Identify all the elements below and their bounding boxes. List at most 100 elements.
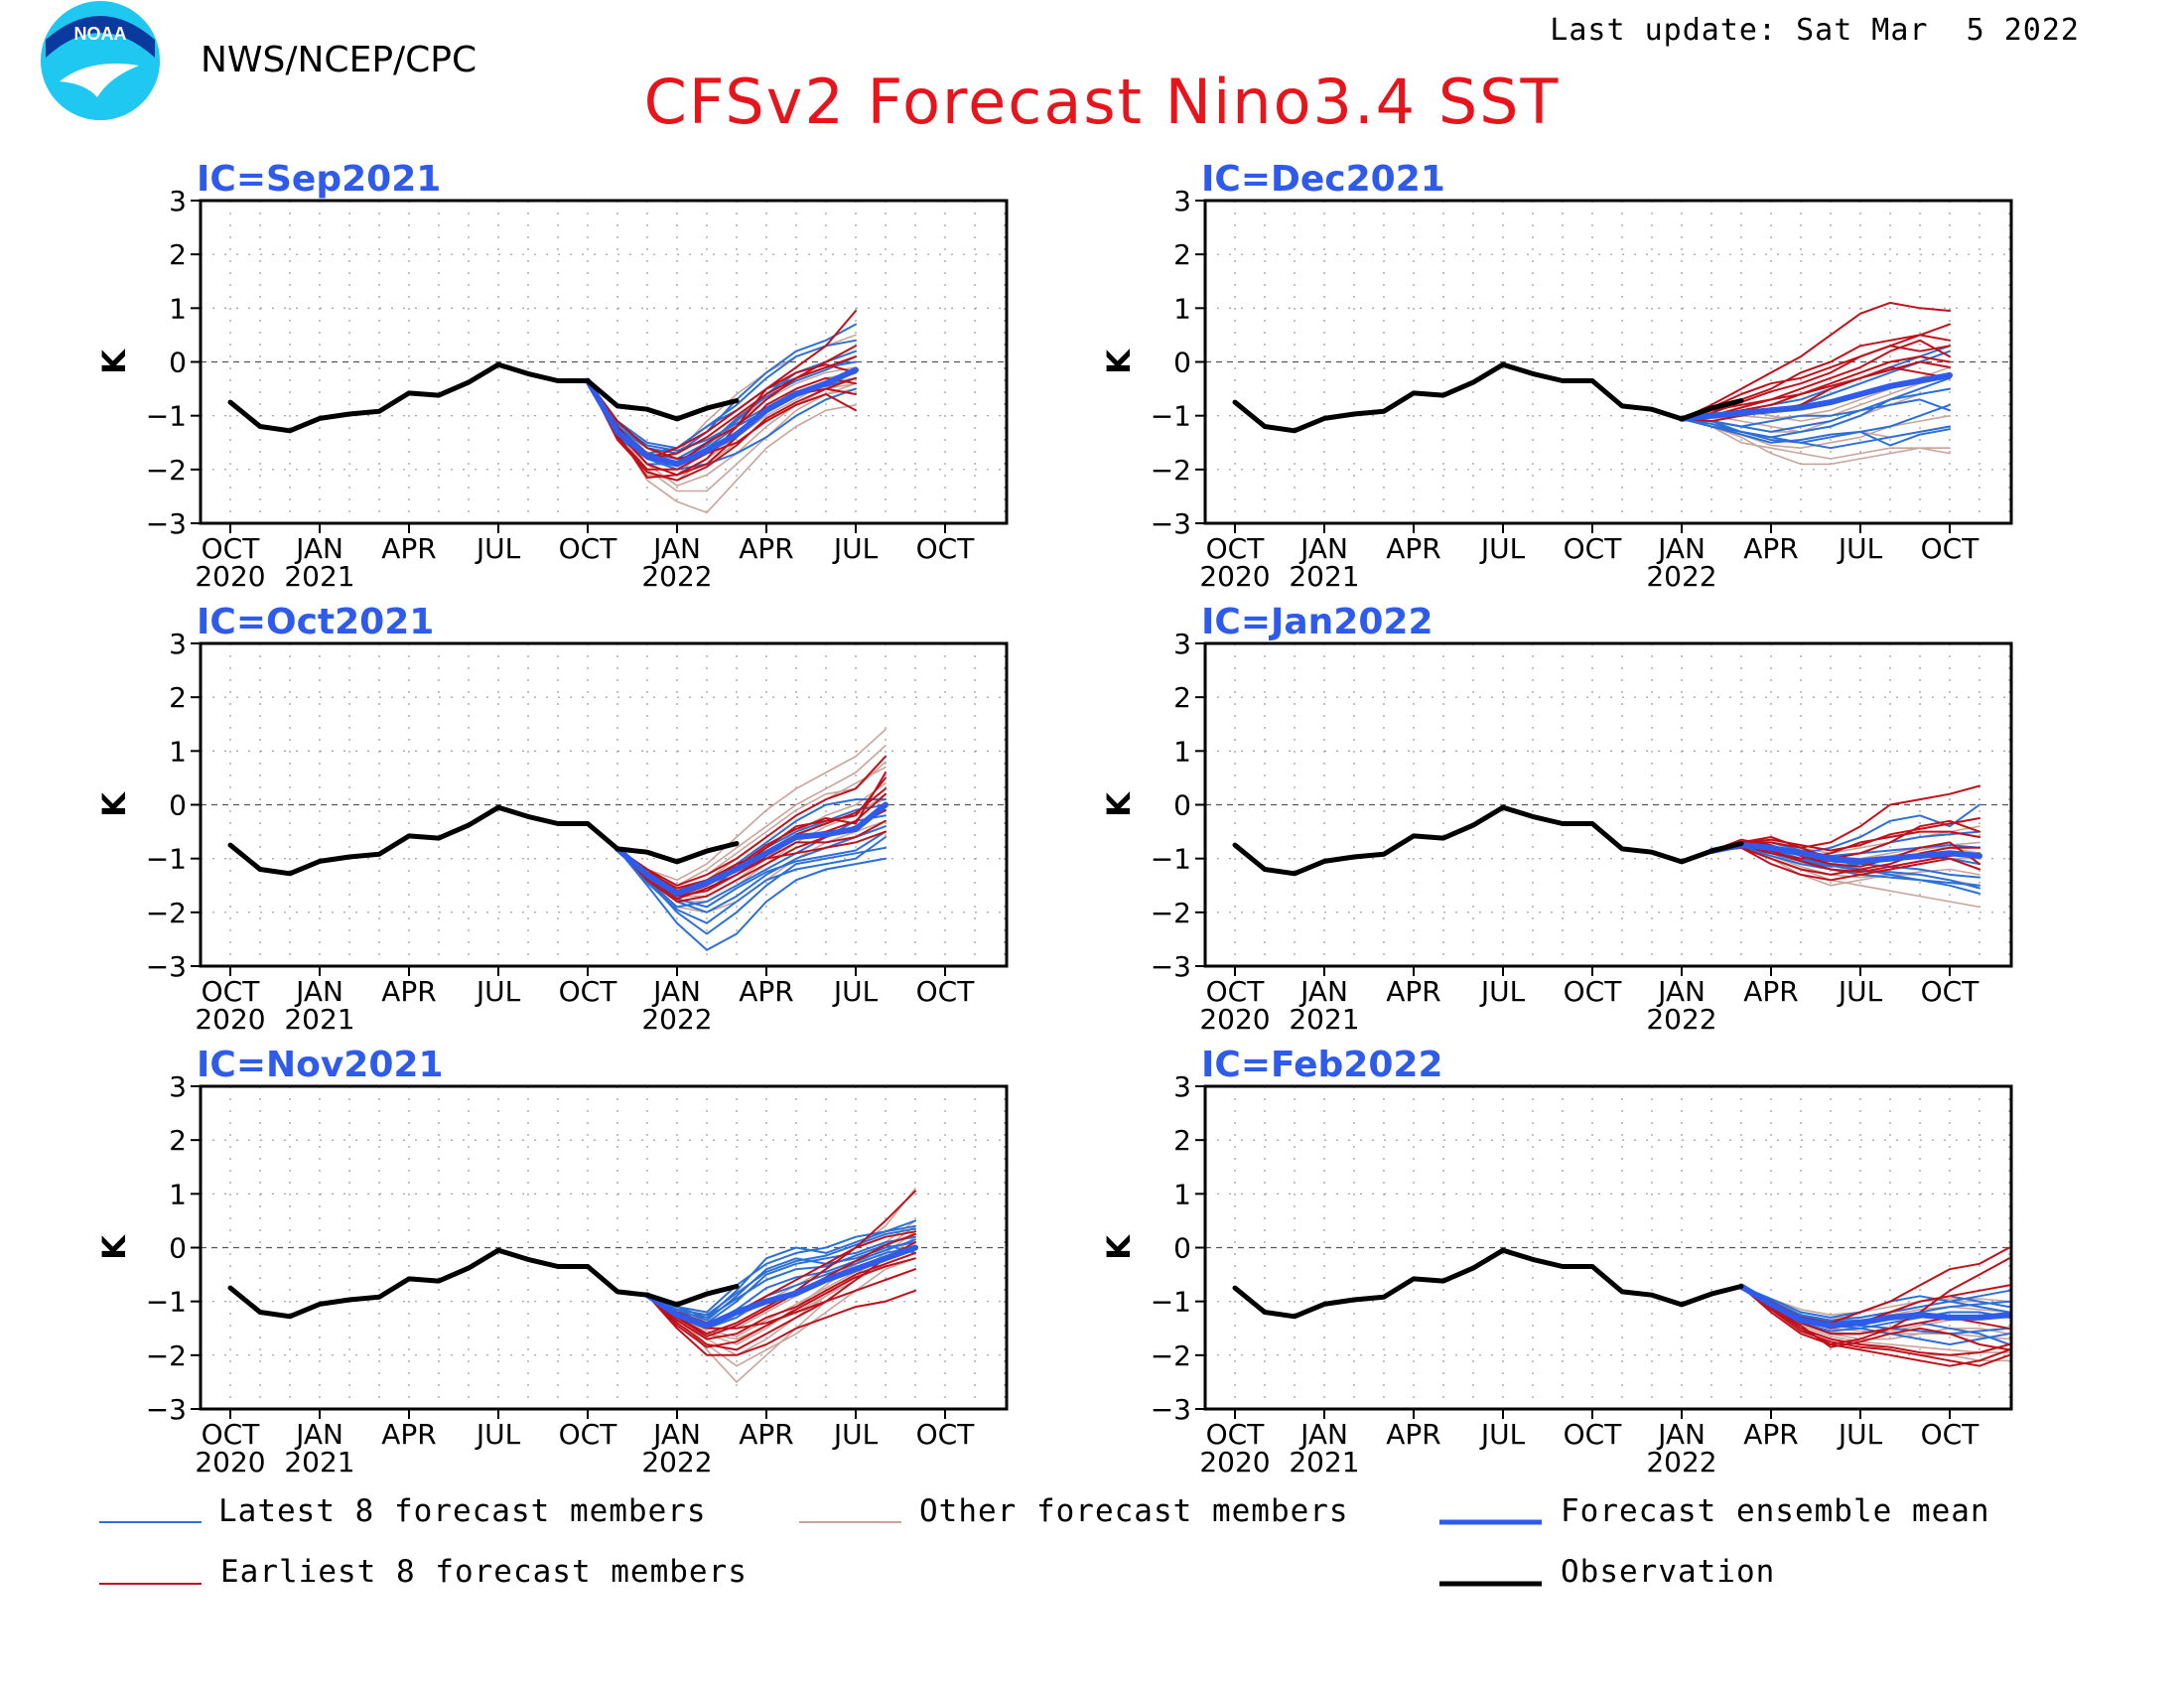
x-tick-year-label: 2021 [284, 1003, 354, 1036]
x-tick-label: JAN [1656, 975, 1706, 1008]
plot-area [227, 1188, 918, 1383]
series-latest-member [1681, 417, 1951, 447]
series-other-member [616, 745, 887, 887]
y-axis-label: K [95, 349, 133, 374]
x-tick-label: JUL [832, 975, 879, 1008]
y-tick-label: −2 [146, 454, 187, 487]
plot-frame [1203, 1084, 2013, 1411]
legend-label-latest: Latest 8 forecast members [218, 1493, 707, 1529]
series-ensemble-mean [585, 366, 859, 468]
legend-label-mean: Forecast ensemble mean [1561, 1493, 1990, 1529]
x-tick-year-label: 2022 [641, 1446, 712, 1478]
x-tick-label: OCT [1564, 532, 1623, 565]
x-tick-label: OCT [1206, 1418, 1266, 1451]
x-tick-year-label: 2022 [641, 1003, 712, 1036]
x-tick-label: JAN [1298, 1418, 1348, 1451]
series-other-member [616, 728, 887, 882]
series-earliest-member [587, 376, 857, 482]
x-tick-label: OCT [559, 1418, 618, 1451]
series-earliest-member [646, 1233, 916, 1337]
y-axis-label: K [1100, 1234, 1138, 1260]
x-tick-year-label: 2021 [284, 560, 354, 593]
x-tick-label: APR [1386, 975, 1441, 1008]
series-earliest-member [1710, 846, 1980, 876]
legend-label-obs: Observation [1561, 1554, 1775, 1590]
y-tick-label: −3 [146, 507, 187, 540]
y-tick-label: 2 [1173, 238, 1191, 271]
series-other-member [1740, 1285, 2011, 1316]
plot-area [227, 310, 859, 514]
x-tick-label: OCT [916, 1418, 976, 1451]
y-tick-label: −3 [1151, 950, 1191, 983]
y-tick-label: −2 [146, 1339, 187, 1372]
series-earliest-member [616, 772, 887, 893]
series-earliest-member [1710, 846, 1980, 882]
x-tick-label: OCT [1921, 975, 1980, 1008]
y-tick-label: −1 [1151, 843, 1191, 876]
x-tick-label: JUL [1837, 975, 1883, 1008]
y-tick-label: 3 [169, 1070, 187, 1103]
x-tick-label: APR [1743, 1418, 1799, 1451]
x-tick-label: APR [1386, 532, 1441, 565]
x-tick-year-label: 2020 [1199, 1003, 1270, 1036]
agency-label: NWS/NCEP/CPC [201, 40, 477, 80]
plot-area [1232, 784, 1982, 909]
x-tick-year-label: 2022 [1646, 1446, 1716, 1478]
y-axis-label: K [1100, 349, 1138, 374]
x-tick-label: JAN [651, 975, 701, 1008]
logo-text: NOAA [74, 24, 127, 44]
series-observation [1232, 361, 1744, 434]
plot-frame [1203, 199, 2013, 525]
panel-ic-label: IC=Oct2021 [197, 602, 434, 642]
series-ensemble-mean [1708, 842, 1982, 865]
series-earliest-member [1710, 817, 1980, 853]
y-tick-label: 1 [1173, 1178, 1191, 1210]
legend-label-other: Other forecast members [919, 1493, 1349, 1529]
series-latest-member [1681, 417, 1951, 450]
legend-label-earliest: Earliest 8 forecast members [220, 1554, 748, 1590]
x-tick-label: OCT [202, 975, 261, 1008]
series-latest-member [587, 339, 857, 450]
series-earliest-member [1681, 365, 1951, 423]
legend-item-other: Other forecast members [799, 1493, 1349, 1529]
x-tick-year-label: 2020 [195, 1446, 265, 1478]
plot-frame [199, 641, 1009, 968]
x-tick-label: OCT [1206, 532, 1266, 565]
y-tick-label: 2 [1173, 1124, 1191, 1157]
y-tick-label: 3 [1173, 185, 1191, 217]
legend-item-mean: Forecast ensemble mean [1439, 1493, 1990, 1529]
series-earliest-member [1681, 301, 1951, 420]
series-other-member [587, 379, 857, 492]
panel-ic-label: IC=Sep2021 [197, 159, 441, 200]
panel-ic-label: IC=Dec2021 [1201, 159, 1445, 200]
plot-frame [1203, 641, 2013, 968]
series-latest-member [1681, 398, 1951, 428]
y-tick-label: 2 [169, 238, 187, 271]
y-tick-label: 2 [1173, 681, 1191, 714]
x-tick-label: JUL [475, 1418, 521, 1451]
series-earliest-member [1740, 1285, 2011, 1352]
y-axis-label: K [95, 1234, 133, 1260]
series-earliest-member [1740, 1285, 2011, 1356]
x-tick-label: JAN [1656, 532, 1706, 565]
series-earliest-member [1710, 838, 1980, 868]
x-tick-label: APR [739, 975, 794, 1008]
series-ensemble-mean [644, 1244, 918, 1329]
series-latest-member [646, 1243, 916, 1319]
series-observation [227, 804, 740, 877]
y-tick-label: 1 [1173, 292, 1191, 325]
panel-ic-label: IC=Feb2022 [1201, 1045, 1443, 1085]
plot-area [1232, 1246, 2011, 1367]
x-tick-label: APR [381, 532, 437, 565]
legend: Latest 8 forecast members Other forecast… [99, 1493, 1990, 1590]
x-tick-label: JAN [294, 1418, 343, 1451]
series-latest-member [616, 825, 887, 914]
series-latest-member [616, 836, 887, 924]
y-tick-label: 1 [1173, 735, 1191, 768]
series-earliest-member [1681, 345, 1951, 420]
y-tick-label: 0 [1173, 789, 1191, 822]
x-tick-label: JAN [651, 532, 701, 565]
